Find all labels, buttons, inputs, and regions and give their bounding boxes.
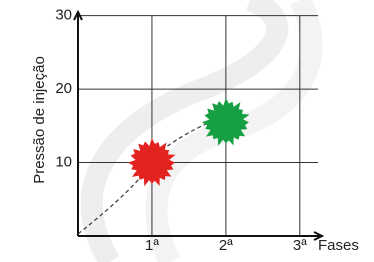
background-decoration bbox=[92, 0, 312, 262]
x-tick-label: 1ª bbox=[145, 237, 159, 254]
chart: Pressão de injeção Fases 10 20 30 1ª 2ª 3ª bbox=[0, 0, 374, 262]
x-tick-label: 3ª bbox=[293, 237, 307, 254]
x-axis bbox=[78, 232, 322, 240]
y-axis-label: Pressão de injeção bbox=[31, 56, 48, 184]
x-tick-label: 2ª bbox=[219, 237, 233, 254]
y-tick-label: 20 bbox=[55, 80, 72, 97]
y-tick-label: 10 bbox=[55, 154, 72, 171]
y-tick-label: 30 bbox=[55, 7, 72, 24]
page: {"chart_data": {"type": "scatter", "ylab… bbox=[0, 0, 374, 262]
x-axis-label: Fases bbox=[318, 237, 359, 254]
